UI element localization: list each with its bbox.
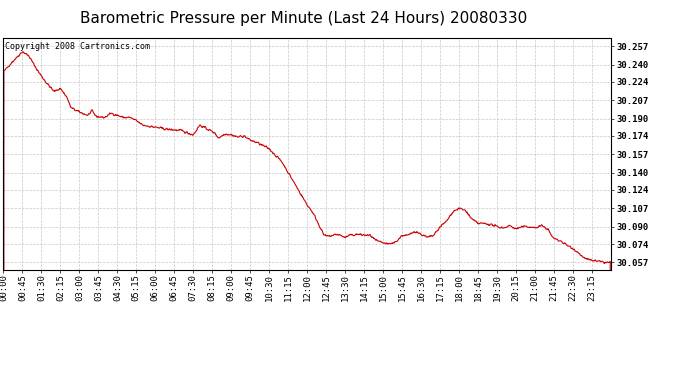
Text: Barometric Pressure per Minute (Last 24 Hours) 20080330: Barometric Pressure per Minute (Last 24 … [80,11,527,26]
Text: Copyright 2008 Cartronics.com: Copyright 2008 Cartronics.com [5,42,150,51]
